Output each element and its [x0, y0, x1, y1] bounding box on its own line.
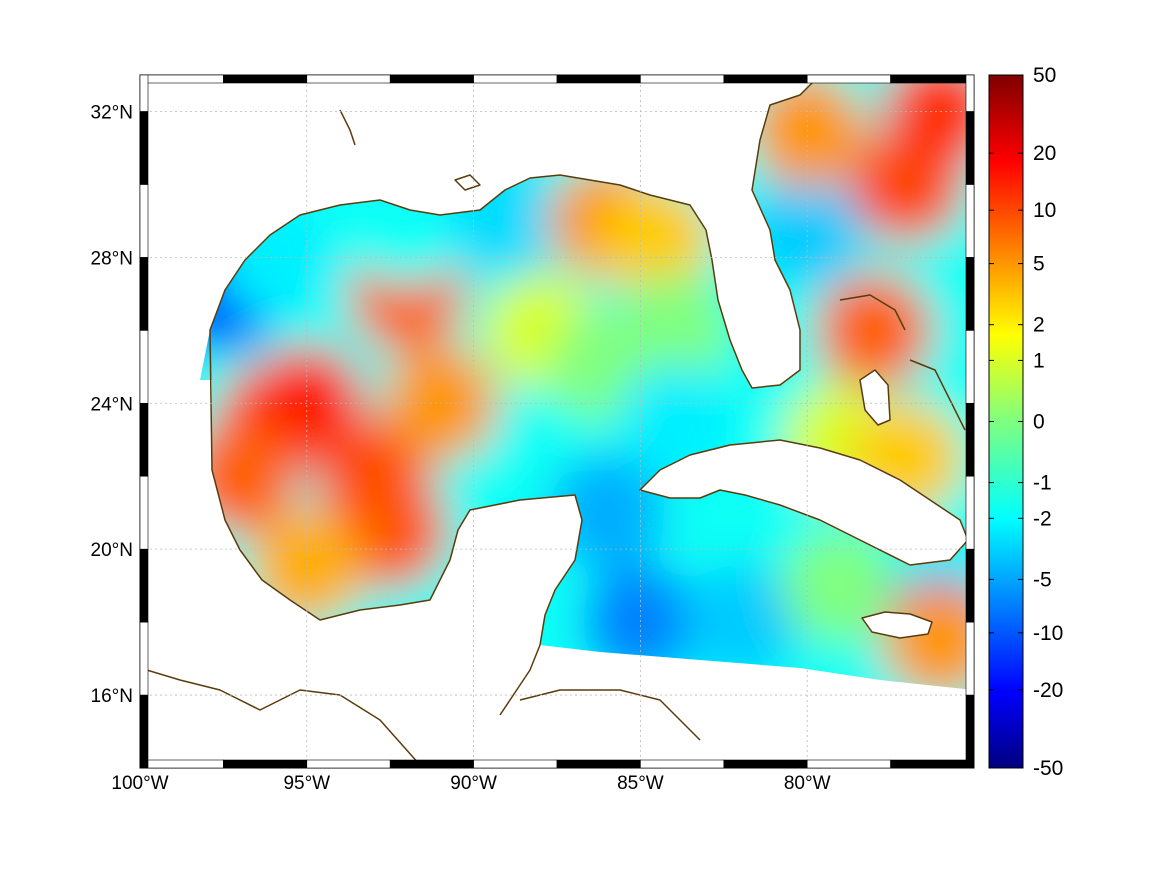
frame-segment-bottom	[806, 759, 891, 769]
frame-segment-bottom	[139, 759, 224, 769]
field-sample	[815, 272, 932, 389]
frame-segment-right	[965, 694, 975, 769]
frame-segment-right	[965, 74, 975, 112]
frame-segment-bottom	[306, 759, 391, 769]
field-sample	[615, 363, 732, 480]
colorbar-tick-label: -5	[1033, 568, 1052, 591]
latitude-tick-label: 20°N	[91, 540, 133, 561]
colorbar-tick-label: 1	[1033, 349, 1045, 372]
frame-segment-left	[139, 111, 149, 185]
frame-segment-top	[139, 74, 224, 84]
colorbar-tick-label: -50	[1033, 757, 1063, 780]
field-sample	[582, 564, 699, 681]
frame-segment-bottom	[473, 759, 558, 769]
frame-segment-right	[965, 330, 975, 404]
colorbar-tick-label: -20	[1033, 679, 1063, 702]
frame-segment-top	[306, 74, 391, 84]
longitude-tick-label: 95°W	[283, 773, 330, 794]
frame-segment-right	[965, 111, 975, 185]
field-sample	[682, 564, 799, 681]
frame-segment-right	[965, 402, 975, 477]
frame-segment-right	[965, 184, 975, 258]
frame-segment-bottom	[556, 759, 641, 769]
frame-segment-top	[223, 74, 308, 84]
frame-segment-left	[139, 74, 149, 112]
frame-segment-left	[139, 330, 149, 404]
colorbar-tick-label: 0	[1033, 411, 1045, 434]
frame-segment-left	[139, 184, 149, 258]
colorbar-tick-label: 2	[1033, 314, 1045, 337]
frame-segment-bottom	[389, 759, 474, 769]
colorbar-tick-label: 10	[1033, 199, 1056, 222]
frame-segment-top	[723, 74, 808, 84]
frame-segment-bottom	[640, 759, 725, 769]
frame-segment-right	[965, 257, 975, 331]
frame-segment-left	[139, 694, 149, 769]
longitude-labels: 100°W 95°W 90°W 85°W 80°W	[111, 773, 830, 794]
frame-segment-left	[139, 548, 149, 623]
latitude-labels: 16°N 20°N 24°N 28°N 32°N	[91, 102, 133, 707]
field-sample	[882, 582, 974, 699]
frame-segment-bottom	[890, 759, 975, 769]
frame-segment-left	[139, 621, 149, 696]
colorbar-tick-label: -10	[1033, 622, 1063, 645]
longitude-tick-label: 90°W	[450, 773, 497, 794]
colorbar-tick-label: 50	[1033, 64, 1056, 87]
frame-segment-right	[965, 548, 975, 623]
field-sample	[599, 181, 716, 298]
frame-segment-top	[806, 74, 891, 84]
frame-border-ticks	[139, 74, 975, 769]
frame-segment-right	[965, 621, 975, 696]
latitude-tick-label: 28°N	[91, 248, 133, 269]
frame-segment-left	[139, 475, 149, 550]
latitude-tick-label: 24°N	[91, 394, 133, 415]
frame-segment-left	[139, 402, 149, 477]
frame-segment-top	[473, 74, 558, 84]
frame-segment-right	[965, 475, 975, 550]
frame-segment-top	[890, 74, 975, 84]
colorbar-tick-label: 5	[1033, 253, 1045, 276]
longitude-tick-label: 85°W	[617, 773, 664, 794]
frame-segment-bottom	[723, 759, 808, 769]
colorbar-tick-label: -2	[1033, 507, 1052, 530]
frame-segment-top	[389, 74, 474, 84]
colorbar-ramp	[989, 75, 1023, 768]
latitude-tick-label: 32°N	[91, 102, 133, 123]
colorbar-tick-label: -1	[1033, 472, 1052, 495]
frame-segment-left	[139, 257, 149, 331]
coastline-layer	[140, 75, 969, 766]
field-sample	[782, 527, 899, 644]
field-sample	[615, 272, 732, 389]
latitude-tick-label: 16°N	[91, 686, 133, 707]
colorbar-tick-label: 20	[1033, 142, 1056, 165]
frame-segment-top	[640, 74, 725, 84]
field-layer	[140, 75, 974, 768]
land-mask	[140, 75, 974, 768]
frame-segment-bottom	[223, 759, 308, 769]
grid-lines	[140, 75, 974, 768]
longitude-tick-label: 80°W	[784, 773, 831, 794]
field-sample	[882, 75, 974, 170]
longitude-tick-label: 100°W	[111, 773, 168, 794]
frame-segment-top	[556, 74, 641, 84]
